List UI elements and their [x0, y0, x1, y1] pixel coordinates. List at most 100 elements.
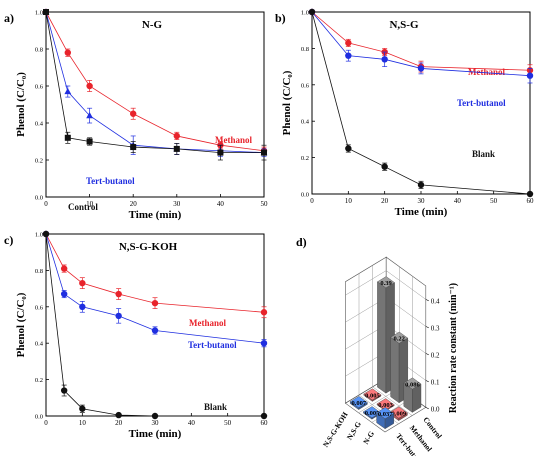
series-line — [45, 11, 265, 152]
data-point — [417, 181, 425, 189]
bar-value-label: 0.007 — [351, 400, 366, 407]
z-tick — [425, 380, 429, 383]
y-tick-label: 0.0 — [301, 192, 309, 199]
data-point — [381, 163, 388, 170]
data-point — [43, 9, 49, 15]
data-point — [64, 134, 71, 141]
z-tick — [425, 326, 429, 329]
x-tick-label: 30 — [152, 419, 160, 427]
bar-top — [403, 377, 422, 390]
series-line — [45, 233, 264, 417]
y-tick-label: 0.8 — [301, 46, 309, 53]
series-line — [45, 11, 264, 154]
x-tick-label: 0 — [44, 419, 48, 427]
panel-a: 0 10 20 30 40 50 0.0 0.2 0.4 0.6 0.8 1.0 Time (min) P… — [4, 8, 268, 221]
bar-top — [349, 396, 368, 408]
series-blank — [42, 230, 268, 420]
data-point — [526, 190, 534, 198]
bar-face — [377, 281, 387, 394]
y-tick-label: 1.0 — [301, 10, 309, 17]
data-point — [308, 8, 316, 16]
series-label: Tert-butanol — [457, 98, 506, 108]
panel-label: d) — [296, 235, 307, 249]
x-tick-label: 20 — [115, 419, 123, 427]
series-label: Methanol — [468, 67, 505, 77]
bar-top — [376, 398, 395, 411]
data-point — [345, 39, 352, 47]
y-tick-label: 0.4 — [35, 341, 44, 348]
bar-face — [390, 336, 400, 404]
bar-value-label: 0.39 — [380, 280, 392, 287]
bar-value-label: 0.005 — [365, 410, 380, 417]
data-point — [130, 110, 137, 117]
x-axis-label: Time (min) — [129, 428, 182, 440]
bar-methanol: 0.005 — [363, 388, 382, 402]
x-tick-label: 0 — [44, 200, 48, 208]
x-tick-label: 50 — [490, 197, 498, 205]
data-point — [261, 149, 267, 156]
x-tick-label: 30 — [418, 197, 426, 205]
series-label: Methanol — [189, 318, 226, 328]
y-tick-label: 0.4 — [301, 119, 310, 126]
bar-value-label: 0.037 — [378, 411, 393, 418]
z-axis-label: Reaction rate constant (min⁻¹) — [448, 283, 459, 413]
plot-frame — [45, 11, 265, 198]
series-label: Blank — [204, 402, 227, 412]
data-point — [64, 87, 72, 95]
y-tick-label: 1.0 — [35, 232, 43, 239]
bar-value-label: 0.086 — [405, 381, 420, 388]
y-tick-label: 0.0 — [35, 414, 43, 421]
data-point — [260, 309, 268, 316]
y-axis-label: Phenol (C/C₀) — [15, 292, 27, 357]
y-tick-label: 1.0 — [35, 10, 43, 17]
bar-value-label: 0.009 — [391, 410, 406, 417]
y-tick-label: 0.6 — [35, 84, 44, 91]
bar-top — [390, 331, 409, 344]
series-tert-butanol — [42, 230, 268, 348]
data-point — [151, 299, 159, 307]
bar-control: 0.22 — [390, 331, 409, 404]
row-label: N,S-G — [345, 420, 363, 442]
row-label: N,S-G-KOH — [321, 410, 350, 449]
panel-label: c) — [4, 233, 13, 247]
x-tick-label: 10 — [345, 197, 353, 205]
data-point — [60, 265, 68, 272]
data-point — [151, 412, 159, 420]
data-point — [381, 56, 388, 63]
z-tick-label: 0.1 — [431, 378, 440, 386]
x-axis-label: Time (min) — [395, 206, 448, 218]
y-tick-label: 0.8 — [35, 47, 43, 54]
series-label: Tert-butanol — [188, 340, 237, 350]
bar-top — [377, 276, 395, 289]
bar-top — [376, 407, 395, 420]
y-tick-label: 0.4 — [35, 121, 44, 128]
series-line — [45, 11, 265, 153]
x-tick-label: 60 — [527, 197, 535, 205]
panel-label: b) — [275, 11, 286, 25]
x-tick-label: 20 — [381, 197, 389, 205]
floor-gridline — [372, 386, 413, 416]
data-point — [151, 327, 159, 334]
line-panels: 0 10 20 30 40 50 0.0 0.2 0.4 0.6 0.8 1.0 Time (min) P… — [4, 8, 534, 440]
series-line — [45, 233, 265, 313]
x-tick-label: 20 — [130, 200, 138, 208]
y-tick-label: 0.6 — [35, 304, 44, 311]
panel-title: N,S-G — [389, 19, 418, 31]
data-point — [60, 290, 68, 298]
row-label: N-G — [361, 429, 376, 446]
data-point — [526, 72, 534, 79]
z-tick — [425, 299, 429, 302]
data-point — [345, 52, 352, 59]
panel-label: a) — [4, 11, 14, 25]
z-tick-label: 0.4 — [431, 297, 440, 305]
x-tick-label: 60 — [261, 419, 269, 427]
panel-title: N,S-G-KOH — [119, 241, 178, 253]
plot-frame — [45, 233, 265, 417]
data-point — [86, 82, 93, 90]
data-point — [60, 387, 68, 394]
data-point — [345, 145, 352, 152]
bar-value-label: 0.003 — [378, 402, 393, 409]
data-point — [130, 144, 137, 151]
panel-d-3d-bars: 0.0 0.1 0.2 0.3 0.4 Reaction rate constant (m… — [296, 235, 459, 456]
